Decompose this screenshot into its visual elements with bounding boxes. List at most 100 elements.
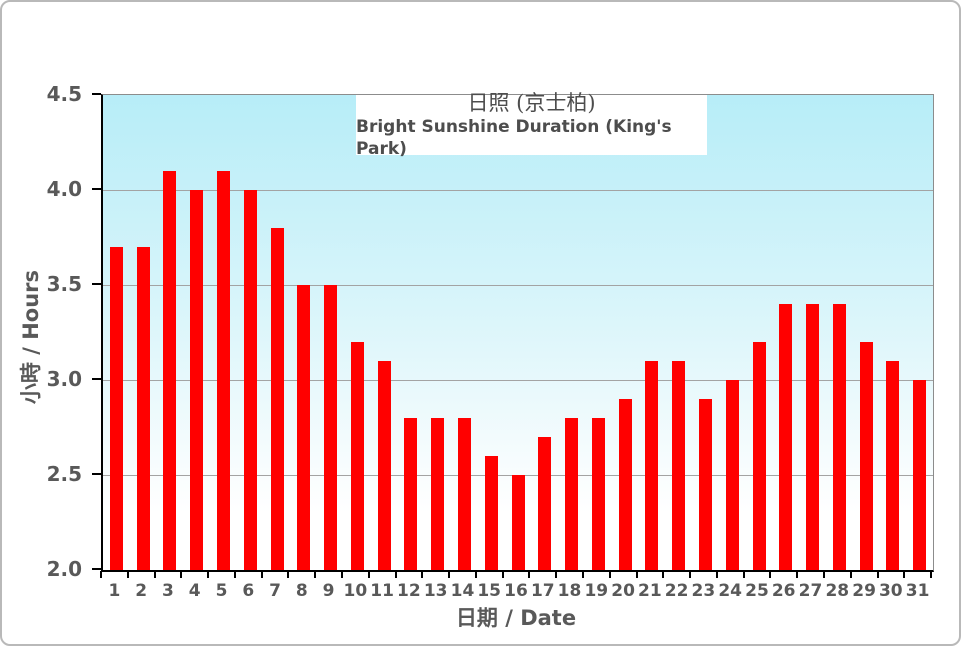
x-tick <box>501 571 504 578</box>
bar-day-20 <box>618 399 632 570</box>
x-tick-label: 9 <box>322 581 335 601</box>
x-tick-label: 1 <box>108 581 121 601</box>
bar-day-12 <box>404 418 418 570</box>
bar-day-2 <box>136 247 150 570</box>
x-tick <box>662 571 665 578</box>
y-tick <box>92 93 101 95</box>
gridline <box>103 285 933 286</box>
y-tick-label: 3.5 <box>46 272 82 296</box>
x-tick-label: 29 <box>852 581 876 601</box>
x-tick <box>715 571 718 578</box>
bar-day-6 <box>243 190 257 570</box>
x-tick-label: 20 <box>611 581 635 601</box>
x-tick-label: 14 <box>450 581 475 601</box>
x-tick-label: 21 <box>638 581 662 601</box>
bar-day-16 <box>511 475 525 570</box>
x-tick <box>849 571 852 578</box>
plot-area: 日照 (京士柏) Bright Sunshine Duration (King'… <box>101 91 934 572</box>
bar-day-4 <box>190 190 204 570</box>
bar-day-23 <box>698 399 712 570</box>
x-tick <box>581 571 584 578</box>
x-tick <box>126 571 129 578</box>
x-tick <box>474 571 477 578</box>
bar-day-31 <box>913 380 927 570</box>
x-tick-label: 4 <box>188 581 201 601</box>
x-tick-label: 23 <box>691 581 716 601</box>
x-tick <box>421 571 424 578</box>
chart-title-box: 日照 (京士柏) Bright Sunshine Duration (King'… <box>356 91 707 159</box>
bar-day-24 <box>725 380 739 570</box>
x-tick <box>341 571 343 578</box>
x-tick <box>100 571 102 578</box>
bar-day-1 <box>109 247 123 570</box>
y-tick <box>92 378 101 380</box>
bar-day-28 <box>832 304 846 570</box>
x-tick-label: 28 <box>825 581 850 601</box>
x-tick <box>233 571 236 578</box>
bar-day-30 <box>886 361 900 570</box>
x-tick-label: 3 <box>161 581 174 601</box>
x-tick <box>314 571 317 578</box>
bar-day-9 <box>324 285 338 570</box>
x-tick-label: 12 <box>397 581 421 601</box>
x-tick-label: 2 <box>135 581 148 601</box>
bar-day-25 <box>752 342 766 570</box>
x-tick <box>448 571 451 578</box>
x-tick-label: 17 <box>530 581 555 601</box>
x-tick-label: 15 <box>477 581 502 601</box>
x-axis-title: 日期 / Date <box>455 606 577 630</box>
bar-day-19 <box>591 418 605 570</box>
x-tick <box>260 571 263 578</box>
chart-title: 日照 (京士柏) <box>467 90 596 115</box>
x-tick <box>742 571 745 578</box>
x-tick <box>876 571 879 578</box>
x-tick <box>930 571 932 578</box>
bar-day-10 <box>350 342 364 570</box>
y-tick-label: 4.5 <box>46 82 82 106</box>
x-tick-label: 24 <box>718 581 743 601</box>
bar-day-22 <box>672 361 686 570</box>
y-tick <box>92 188 101 190</box>
y-tick-label: 2.0 <box>46 557 82 581</box>
bar-day-26 <box>779 304 793 570</box>
x-tick <box>153 571 156 578</box>
x-tick <box>528 571 531 578</box>
x-tick-label: 10 <box>343 581 368 601</box>
x-tick <box>822 571 825 578</box>
x-tick-label: 27 <box>798 581 823 601</box>
bar-day-14 <box>458 418 471 570</box>
bar-day-27 <box>806 304 819 570</box>
y-axis-title: 小時 / Hours <box>19 269 43 405</box>
x-tick-label: 11 <box>370 581 394 601</box>
x-tick <box>769 571 772 578</box>
x-tick-label: 7 <box>269 581 281 601</box>
x-tick <box>394 571 397 578</box>
x-tick <box>207 571 210 578</box>
x-tick <box>689 571 691 578</box>
x-tick-label: 13 <box>423 581 448 601</box>
x-tick-label: 18 <box>557 581 582 601</box>
y-tick-label: 2.5 <box>46 462 82 486</box>
x-tick <box>180 571 183 578</box>
bar-day-3 <box>163 171 177 570</box>
x-tick-label: 31 <box>905 581 930 601</box>
x-tick <box>635 571 638 578</box>
x-tick-label: 26 <box>771 581 796 601</box>
y-tick-label: 3.0 <box>46 367 82 391</box>
chart-subtitle: Bright Sunshine Duration (King's Park) <box>356 117 672 160</box>
x-tick-label: 16 <box>504 581 528 601</box>
gridline <box>103 190 933 191</box>
y-tick <box>92 568 101 570</box>
x-tick-label: 19 <box>584 581 609 601</box>
bar-day-13 <box>431 418 445 570</box>
gridline <box>103 380 933 381</box>
bar-day-17 <box>538 437 552 570</box>
bar-day-15 <box>484 456 498 570</box>
x-tick-label: 8 <box>295 581 308 601</box>
x-tick <box>796 571 799 578</box>
x-tick-label: 5 <box>215 581 228 601</box>
bar-day-7 <box>270 228 284 570</box>
x-tick <box>903 571 906 578</box>
y-tick <box>92 283 101 285</box>
